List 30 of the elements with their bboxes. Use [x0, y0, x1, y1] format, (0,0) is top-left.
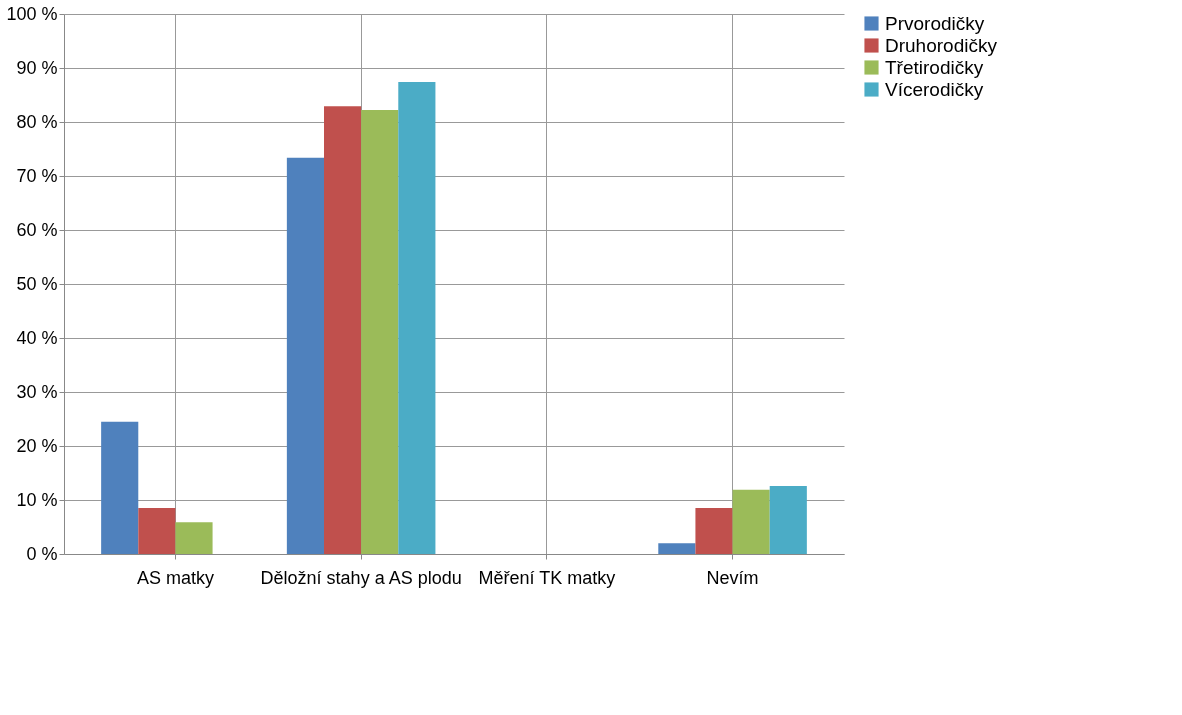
- x-tick-label: AS matky: [136, 567, 214, 588]
- y-tick-label: 20 %: [16, 435, 58, 456]
- bar: [101, 421, 139, 554]
- bar: [361, 110, 399, 554]
- bar: [732, 489, 770, 554]
- y-tick-label: 30 %: [16, 381, 58, 402]
- y-tick-label: 10 %: [16, 489, 58, 510]
- x-tick-label: Děložní stahy a AS plodu: [260, 567, 462, 588]
- y-tick-label: 40 %: [16, 327, 58, 348]
- bar: [286, 157, 324, 554]
- x-tick-label: Nevím: [706, 567, 759, 588]
- x-tick-label: Měření TK matky: [478, 567, 616, 588]
- bar: [138, 508, 176, 554]
- legend-label: Vícerodičky: [885, 78, 984, 100]
- legend-label: Prvorodičky: [885, 12, 985, 34]
- bar: [769, 485, 807, 554]
- bar: [695, 508, 733, 554]
- y-tick-label: 90 %: [16, 57, 58, 78]
- y-tick-label: 70 %: [16, 165, 58, 186]
- y-tick-label: 80 %: [16, 111, 58, 132]
- legend-label: Třetirodičky: [885, 56, 984, 78]
- y-tick-label: 0 %: [26, 543, 58, 564]
- bar: [324, 106, 362, 554]
- bar: [658, 543, 696, 554]
- legend-label: Druhorodičky: [885, 34, 998, 56]
- y-tick-label: 60 %: [16, 219, 58, 240]
- y-tick-label: 100 %: [6, 3, 58, 24]
- bar: [398, 82, 436, 554]
- y-tick-label: 50 %: [16, 273, 58, 294]
- bar: [175, 522, 213, 554]
